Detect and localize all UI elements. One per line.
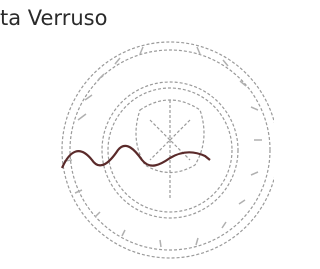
signature [62,146,210,168]
stamp [0,0,274,269]
seal [62,42,274,258]
seal-emblem-lines [150,100,190,200]
seal-outer-ring [62,42,274,258]
page: ta Verruso (() => { const data = JSON.pa… [0,0,274,269]
name-text: ta Verruso [0,6,107,30]
